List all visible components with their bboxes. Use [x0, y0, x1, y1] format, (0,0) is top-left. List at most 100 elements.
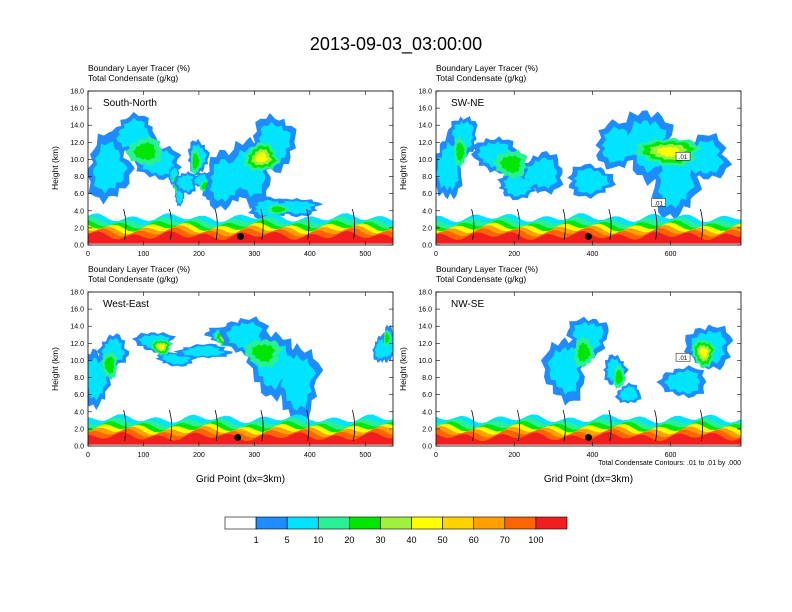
panel-sw-ne: .01 .01 0.0 2.0 4.0 6.0 8.0 10.0 12.0 14.0 16.0 18.…	[398, 63, 742, 258]
plot-frame	[435, 90, 742, 246]
colorbar-swatch	[255, 516, 288, 530]
y-tick-label: 14.0	[70, 324, 84, 331]
y-tick-label: 4.0	[422, 409, 432, 416]
cloud-body	[93, 141, 128, 194]
y-tick-label: 6.0	[422, 392, 432, 399]
cloud-core-layer-4	[615, 369, 624, 385]
panel-west-east: 0.0 2.0 4.0 6.0 8.0 10.0 12.0 14.0 16.0 18.0 0 100 2…	[50, 264, 394, 485]
contour-line	[168, 409, 173, 441]
y-tick-label: 0.0	[422, 243, 432, 250]
colorbar-swatch	[473, 516, 506, 530]
terrain-mask	[88, 243, 393, 245]
x-tick-label: 400	[587, 251, 599, 258]
x-tick-label: 600	[665, 452, 677, 459]
y-tick-label: 18.0	[418, 290, 432, 297]
y-axis-label: Height (km)	[50, 347, 60, 391]
panel-subtitle: Boundary Layer Tracer (%)	[88, 264, 190, 274]
y-tick-label: 14.0	[418, 324, 432, 331]
condensate-contours	[123, 409, 356, 441]
colorbar-label: 50	[438, 535, 448, 545]
cloud-body	[572, 321, 604, 353]
plot-frame	[87, 291, 394, 447]
contour-note: Total Condensate Contours: .01 to .01 by…	[598, 460, 741, 467]
x-axis-label: Grid Point (dx=3km)	[196, 474, 285, 485]
condensate-contours	[123, 208, 356, 240]
cloud-core-layer-4	[385, 333, 390, 344]
y-tick-label: 12.0	[70, 341, 84, 348]
contour-line	[168, 208, 173, 240]
condensate-contours	[471, 409, 704, 441]
contour-label: .01	[679, 155, 688, 161]
cloud-body	[452, 121, 474, 151]
cloud-core-layer-6	[255, 152, 269, 163]
y-tick-label: 12.0	[418, 341, 432, 348]
x-tick-label: 0	[86, 251, 90, 258]
contour-line	[471, 208, 475, 240]
y-tick-label: 10.0	[418, 358, 432, 365]
cloud-core-layer-4	[271, 206, 286, 213]
cloud-body	[374, 338, 387, 360]
cloud-core-layer-6	[157, 344, 165, 350]
cloud-body	[209, 158, 243, 202]
panel-label: West-East	[103, 299, 149, 310]
colorbar-swatch	[411, 516, 443, 530]
contour-line	[214, 208, 218, 240]
cloud-core-layer-4	[132, 141, 156, 161]
contour-line	[306, 208, 310, 240]
y-tick-label: 16.0	[418, 307, 432, 314]
contour-line	[562, 208, 566, 240]
panel-subtitle: Boundary Layer Tracer (%)	[88, 63, 190, 73]
terrain-mask	[88, 444, 393, 446]
contour-line	[260, 409, 264, 441]
x-tick-label: 0	[86, 452, 90, 459]
x-tick-label: 200	[193, 251, 205, 258]
colorbar: 1 5 10 20 30 40 50 60 70 100	[224, 516, 568, 545]
panel-label: NW-SE	[451, 299, 484, 310]
cloud-body	[658, 151, 695, 209]
y-tick-label: 4.0	[422, 208, 432, 215]
contour-line	[260, 208, 264, 240]
y-tick-label: 18.0	[418, 89, 432, 96]
colorbar-swatch	[317, 516, 350, 530]
contour-label-box	[651, 198, 666, 207]
cloud-body	[176, 190, 183, 205]
panel-south-north: 0.0 2.0 4.0 6.0 8.0 10.0 12.0 14.0 16.0 18.0 0 100 2…	[50, 63, 394, 258]
contour-line	[471, 409, 475, 441]
location-marker	[234, 433, 242, 441]
colorbar-swatch	[504, 516, 537, 530]
contour-line	[654, 409, 658, 441]
x-tick-label: 400	[304, 452, 316, 459]
y-tick-label: 2.0	[74, 426, 84, 433]
colorbar-swatch	[286, 516, 319, 530]
panel-label: SW-NE	[451, 98, 484, 109]
x-tick-label: 100	[138, 251, 150, 258]
cloud-body	[502, 175, 536, 197]
cloud-body	[618, 385, 638, 402]
contour-line	[214, 409, 218, 441]
x-tick-label: 0	[434, 251, 438, 258]
colorbar-label: 30	[375, 535, 385, 545]
cloud-body	[663, 369, 701, 394]
cloud-core-layer-4	[192, 152, 200, 170]
contour-line	[562, 409, 566, 441]
y-tick-label: 18.0	[70, 290, 84, 297]
y-tick-label: 4.0	[74, 208, 84, 215]
plot-frame	[435, 291, 742, 447]
y-tick-label: 0.0	[74, 444, 84, 451]
colorbar-label: 40	[407, 535, 417, 545]
x-tick-label: 500	[359, 251, 371, 258]
colorbar-label: 100	[528, 535, 543, 545]
cloud-body	[436, 141, 459, 191]
y-tick-label: 6.0	[422, 191, 432, 198]
x-tick-label: 400	[304, 251, 316, 258]
contour-label: .01	[679, 356, 688, 362]
terrain-mask	[436, 243, 741, 245]
panel-label: South-North	[103, 98, 157, 109]
y-axis-label: Height (km)	[398, 146, 408, 190]
contour-line	[608, 208, 612, 240]
boundary-layer-band-10	[88, 432, 393, 446]
y-tick-label: 0.0	[422, 444, 432, 451]
x-tick-label: 300	[249, 452, 261, 459]
